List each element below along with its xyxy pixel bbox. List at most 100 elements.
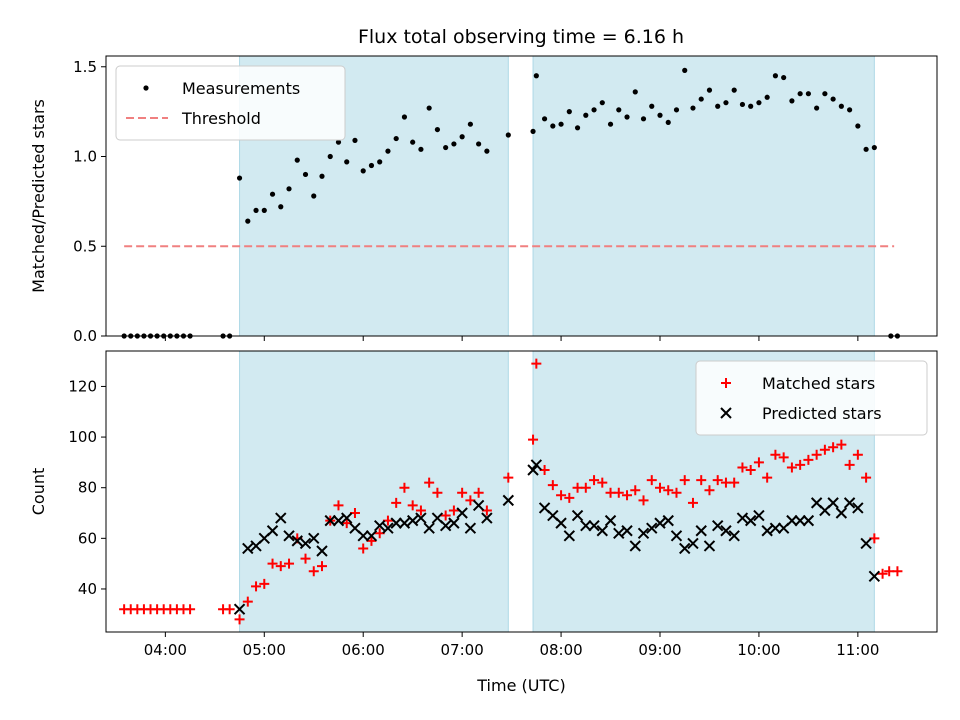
measurement-point [377, 159, 383, 165]
matched-star-point [448, 505, 459, 516]
matched-star-point [597, 477, 608, 488]
predicted-star-point [852, 502, 864, 514]
measurement-point [401, 114, 408, 120]
y-tick-label: 80 [78, 479, 97, 497]
x-tick-label: 06:00 [342, 641, 385, 659]
matched-star-point [267, 558, 278, 569]
matched-star-point [547, 480, 558, 491]
matched-star-point [877, 568, 888, 579]
matched-star-point [655, 482, 665, 493]
measurement-point [294, 157, 300, 163]
matched-star-point [861, 472, 872, 483]
predicted-star-point [415, 512, 427, 524]
measurement-point [591, 107, 597, 113]
legend-marker-measurements [143, 85, 149, 91]
predicted-star-point [695, 525, 707, 537]
predicted-star-point [365, 530, 378, 542]
measurement-point [772, 73, 779, 79]
predicted-star-point [275, 512, 287, 524]
measurement-point [541, 116, 548, 122]
matched-star-point [704, 485, 715, 496]
measurement-point [599, 100, 605, 106]
matched-star-point [737, 462, 748, 473]
y-axis-label: Matched/Predicted stars [29, 99, 48, 293]
matched-star-point [729, 477, 740, 488]
predicted-star-point [563, 530, 576, 542]
y-tick-label: 0.0 [73, 327, 97, 345]
matched-star-point [770, 449, 781, 460]
x-tick-label: 05:00 [243, 641, 286, 659]
observing-interval-band [239, 350, 509, 633]
x-tick-label: 04:00 [144, 641, 187, 659]
predicted-star-point [720, 525, 732, 537]
predicted-star-point [316, 545, 328, 557]
predicted-star-point [481, 512, 493, 524]
y-tick-label: 1.5 [73, 58, 97, 76]
matched-star-point [687, 497, 698, 508]
matched-star-point [503, 472, 514, 483]
predicted-star-point [332, 514, 345, 527]
measurement-point [558, 121, 564, 127]
predicted-star-point [530, 459, 543, 471]
matched-star-point [819, 444, 830, 455]
measurement-point [706, 87, 713, 93]
measurement-point [830, 96, 836, 102]
predicted-star-point [744, 514, 757, 527]
predicted-star-point [843, 497, 856, 509]
matched-star-point [473, 487, 484, 498]
measurement-point [245, 218, 251, 224]
predicted-star-point [341, 512, 353, 524]
matched-star-point [679, 475, 690, 486]
y-tick-label: 120 [68, 377, 97, 395]
predicted-star-point [835, 507, 848, 519]
matched-star-point [630, 485, 641, 496]
matched-star-point [251, 581, 262, 592]
matched-star-point [811, 449, 822, 460]
predicted-star-point [580, 519, 592, 532]
matched-star-point [308, 566, 319, 577]
measurement-point [682, 67, 688, 73]
measurement-point [822, 91, 828, 97]
predicted-star-point [588, 519, 600, 532]
measurement-point [690, 105, 696, 111]
predicted-star-point [736, 512, 749, 524]
matched-star-point [440, 510, 451, 521]
legend-label: Matched stars [762, 374, 875, 393]
measurement-point [352, 137, 358, 143]
measurement-point [253, 207, 259, 213]
measurement-point [319, 173, 325, 179]
predicted-star-point [860, 537, 872, 550]
measurement-point [451, 141, 457, 147]
matched-star-point [844, 459, 855, 470]
measurement-point [607, 121, 614, 127]
measurement-point [467, 121, 473, 127]
predicted-star-point [464, 522, 477, 534]
measurement-point [393, 135, 399, 142]
measurement-point [278, 204, 284, 210]
measurement-point [731, 87, 737, 93]
predicted-star-point [291, 535, 303, 547]
measurement-point [459, 134, 465, 140]
predicted-star-point [662, 514, 674, 527]
predicted-star-point [621, 525, 633, 537]
y-tick-label: 40 [78, 580, 97, 598]
predicted-star-point [472, 499, 485, 512]
measurement-point [574, 125, 581, 131]
matched-star-point [316, 561, 327, 572]
y-tick-label: 60 [78, 529, 97, 547]
measurement-point [410, 139, 416, 145]
predicted-star-point [502, 494, 515, 507]
predicted-star-point [679, 542, 691, 555]
measurement-point [739, 101, 746, 108]
legend-marker-predicted [720, 407, 732, 419]
matched-star-point [795, 459, 806, 470]
measurement-point [764, 94, 770, 100]
matched-star-point [399, 482, 410, 493]
predicted-star-point [827, 497, 839, 509]
x-tick-label: 09:00 [638, 641, 681, 659]
measurement-point [657, 112, 663, 118]
measurement-point [360, 168, 366, 174]
matched-star-point [892, 566, 903, 577]
matched-star-point [663, 485, 674, 496]
